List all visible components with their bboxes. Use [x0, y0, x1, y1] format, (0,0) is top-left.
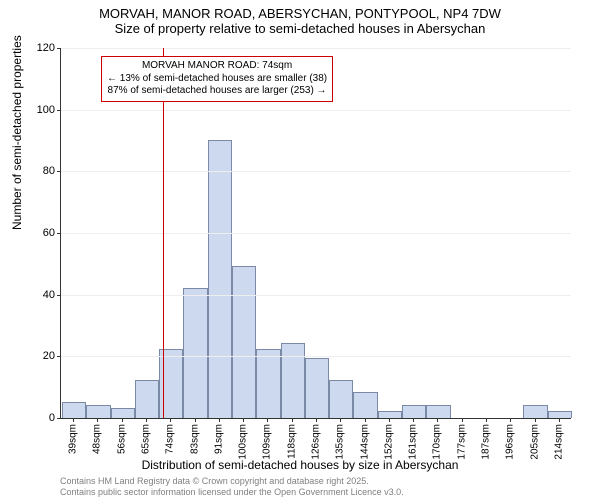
annotation-line: 87% of semi-detached houses are larger (… — [107, 85, 327, 98]
xtick-mark — [122, 418, 123, 422]
plot-region: 02040608010012039sqm48sqm56sqm65sqm74sqm… — [60, 48, 571, 419]
xtick-mark — [535, 418, 536, 422]
ytick-label: 40 — [25, 289, 55, 301]
histogram-bar — [135, 380, 159, 418]
ytick-mark — [57, 356, 61, 357]
histogram-bar — [232, 266, 256, 418]
annotation-line: ← 13% of semi-detached houses are smalle… — [107, 73, 327, 86]
ytick-mark — [57, 48, 61, 49]
xtick-mark — [462, 418, 463, 422]
xtick-mark — [559, 418, 560, 422]
xtick-label: 100sqm — [238, 424, 249, 460]
ytick-mark — [57, 418, 61, 419]
histogram-bar — [305, 358, 329, 418]
xtick-mark — [365, 418, 366, 422]
histogram-bar — [548, 411, 572, 418]
gridline — [61, 233, 571, 234]
x-axis-label: Distribution of semi-detached houses by … — [0, 458, 600, 472]
chart-title: MORVAH, MANOR ROAD, ABERSYCHAN, PONTYPOO… — [0, 6, 600, 21]
ytick-mark — [57, 295, 61, 296]
ytick-label: 80 — [25, 165, 55, 177]
histogram-bar — [281, 343, 305, 418]
xtick-mark — [170, 418, 171, 422]
annotation-line: MORVAH MANOR ROAD: 74sqm — [107, 60, 327, 73]
footer-line-1: Contains HM Land Registry data © Crown c… — [60, 476, 404, 487]
histogram-bar — [378, 411, 402, 418]
xtick-label: 39sqm — [68, 424, 79, 454]
xtick-label: 109sqm — [262, 424, 273, 460]
xtick-mark — [389, 418, 390, 422]
histogram-bar — [183, 288, 207, 419]
xtick-label: 152sqm — [383, 424, 394, 460]
xtick-label: 56sqm — [116, 424, 127, 454]
chart-subtitle: Size of property relative to semi-detach… — [0, 21, 600, 36]
xtick-label: 144sqm — [359, 424, 370, 460]
chart-area: 02040608010012039sqm48sqm56sqm65sqm74sqm… — [60, 48, 570, 418]
reference-line — [163, 48, 164, 418]
xtick-label: 205sqm — [529, 424, 540, 460]
xtick-mark — [243, 418, 244, 422]
histogram-bar — [426, 405, 450, 418]
xtick-label: 161sqm — [408, 424, 419, 460]
xtick-mark — [340, 418, 341, 422]
ytick-mark — [57, 171, 61, 172]
chart-title-block: MORVAH, MANOR ROAD, ABERSYCHAN, PONTYPOO… — [0, 0, 600, 36]
xtick-mark — [510, 418, 511, 422]
histogram-bar — [402, 405, 426, 418]
xtick-mark — [316, 418, 317, 422]
xtick-mark — [146, 418, 147, 422]
histogram-bar — [329, 380, 353, 418]
gridline — [61, 356, 571, 357]
xtick-label: 91sqm — [213, 424, 224, 454]
xtick-label: 135sqm — [335, 424, 346, 460]
xtick-mark — [486, 418, 487, 422]
xtick-mark — [267, 418, 268, 422]
footer-line-2: Contains public sector information licen… — [60, 487, 404, 498]
ytick-label: 120 — [25, 42, 55, 54]
xtick-label: 74sqm — [165, 424, 176, 454]
histogram-bar — [256, 349, 280, 418]
gridline — [61, 110, 571, 111]
xtick-label: 214sqm — [553, 424, 564, 460]
xtick-mark — [73, 418, 74, 422]
ytick-mark — [57, 233, 61, 234]
histogram-bar — [111, 408, 135, 418]
ytick-label: 20 — [25, 350, 55, 362]
xtick-label: 177sqm — [456, 424, 467, 460]
histogram-bar — [62, 402, 86, 418]
xtick-mark — [219, 418, 220, 422]
xtick-label: 48sqm — [92, 424, 103, 454]
xtick-label: 126sqm — [311, 424, 322, 460]
ytick-label: 0 — [25, 412, 55, 424]
histogram-bar — [208, 140, 232, 419]
gridline — [61, 295, 571, 296]
xtick-mark — [195, 418, 196, 422]
gridline — [61, 48, 571, 49]
ytick-label: 100 — [25, 104, 55, 116]
xtick-mark — [437, 418, 438, 422]
ytick-label: 60 — [25, 227, 55, 239]
footer-attribution: Contains HM Land Registry data © Crown c… — [60, 476, 404, 498]
annotation-box: MORVAH MANOR ROAD: 74sqm← 13% of semi-de… — [101, 56, 333, 102]
y-axis-label: Number of semi-detached properties — [10, 35, 24, 230]
xtick-label: 170sqm — [432, 424, 443, 460]
xtick-mark — [97, 418, 98, 422]
histogram-bar — [523, 405, 547, 418]
xtick-label: 83sqm — [189, 424, 200, 454]
ytick-mark — [57, 110, 61, 111]
xtick-label: 196sqm — [505, 424, 516, 460]
histogram-bar — [353, 392, 377, 418]
xtick-label: 187sqm — [481, 424, 492, 460]
xtick-label: 65sqm — [141, 424, 152, 454]
xtick-mark — [413, 418, 414, 422]
xtick-label: 118sqm — [286, 424, 297, 459]
gridline — [61, 171, 571, 172]
xtick-mark — [292, 418, 293, 422]
histogram-bar — [86, 405, 110, 418]
